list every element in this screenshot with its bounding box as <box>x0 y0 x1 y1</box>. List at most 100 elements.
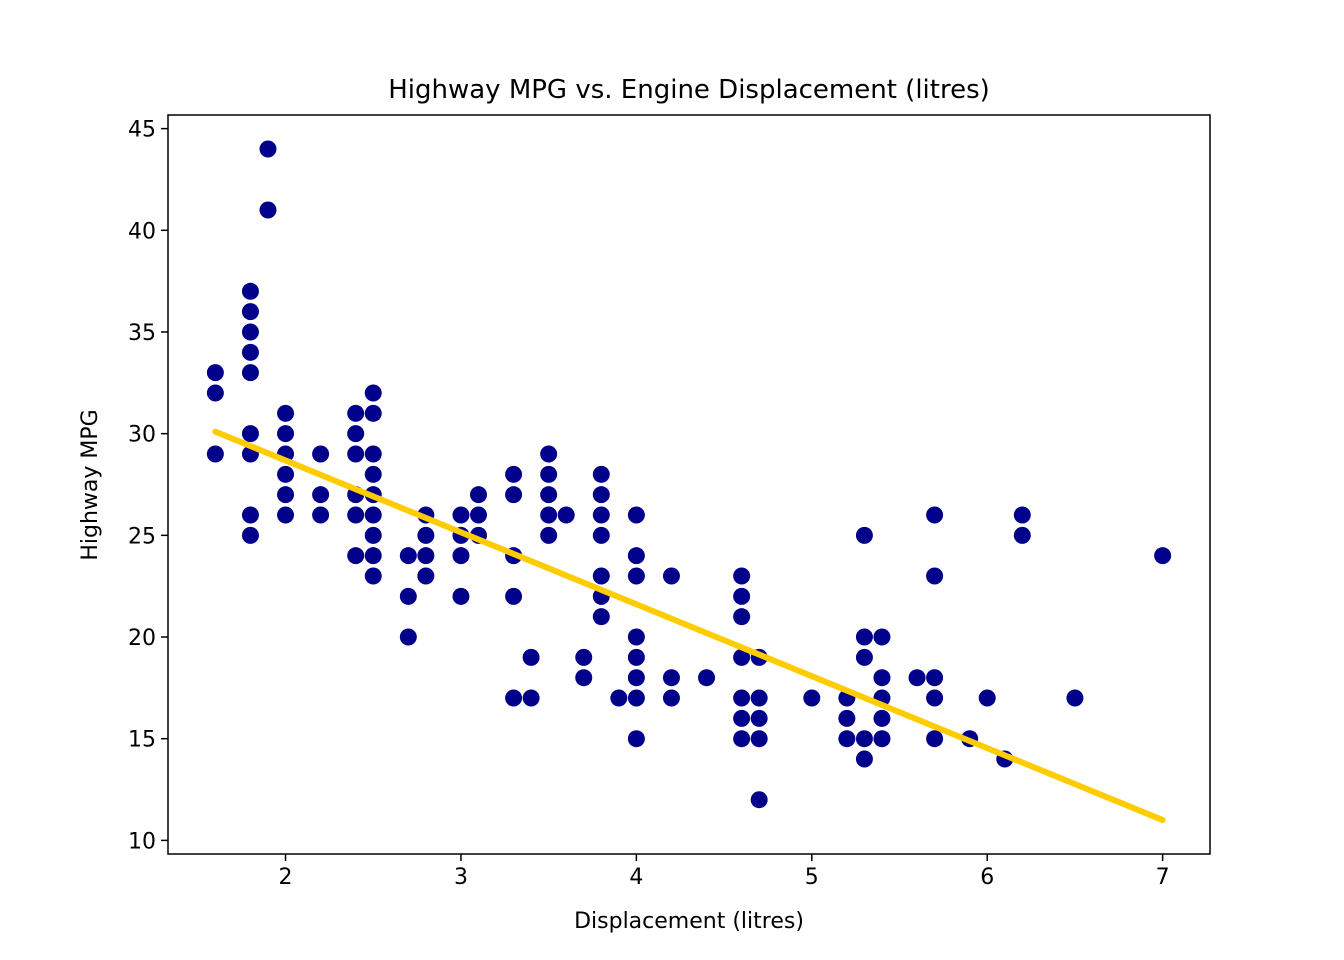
x-tick-label: 6 <box>980 865 994 890</box>
fit-line-layer <box>212 428 1166 824</box>
data-point <box>364 384 382 402</box>
data-point <box>364 445 382 463</box>
chart-title: Highway MPG vs. Engine Displacement (lit… <box>388 75 990 105</box>
data-point <box>347 445 365 463</box>
y-tick-label: 15 <box>128 728 156 753</box>
data-point <box>259 140 277 158</box>
data-point <box>364 526 382 544</box>
data-point <box>873 730 891 748</box>
data-point <box>452 506 470 524</box>
data-point <box>750 730 768 748</box>
data-point <box>241 506 259 524</box>
data-point <box>206 364 224 382</box>
plot-frame <box>167 114 1211 855</box>
data-point <box>241 364 259 382</box>
data-point <box>750 709 768 727</box>
y-tick-label: 10 <box>128 829 156 854</box>
x-tick-label: 7 <box>1156 865 1170 890</box>
data-point <box>1013 506 1031 524</box>
fit-line <box>212 428 1166 824</box>
data-point <box>855 750 873 768</box>
data-point <box>733 730 751 748</box>
data-point <box>469 486 487 504</box>
data-point <box>364 567 382 585</box>
y-axis-ticks: 10 15 20 25 30 35 40 45 <box>128 118 168 854</box>
data-point <box>505 465 523 483</box>
data-point <box>347 404 365 422</box>
y-tick-label: 20 <box>128 626 156 651</box>
data-point <box>312 506 330 524</box>
data-point <box>505 587 523 605</box>
data-point <box>347 506 365 524</box>
y-tick-label: 40 <box>128 219 156 244</box>
data-point <box>926 689 944 707</box>
data-point <box>557 506 575 524</box>
data-point <box>575 648 593 666</box>
data-point <box>838 709 856 727</box>
data-point <box>241 343 259 361</box>
data-point <box>733 608 751 626</box>
data-point <box>505 486 523 504</box>
data-point <box>540 526 558 544</box>
data-point <box>926 506 944 524</box>
data-point <box>627 547 645 565</box>
data-point <box>505 689 523 707</box>
data-point <box>926 669 944 687</box>
data-point <box>733 648 751 666</box>
data-point <box>855 628 873 646</box>
data-point <box>277 425 295 443</box>
data-point <box>627 567 645 585</box>
data-point <box>540 506 558 524</box>
data-point <box>662 669 680 687</box>
data-points <box>206 140 1172 809</box>
data-point <box>610 689 628 707</box>
x-tick-label: 2 <box>279 865 293 890</box>
data-point <box>540 486 558 504</box>
data-point <box>399 587 417 605</box>
data-point <box>750 791 768 809</box>
data-point <box>277 404 295 422</box>
data-point <box>241 425 259 443</box>
data-point <box>803 689 821 707</box>
data-point <box>733 709 751 727</box>
data-point <box>277 506 295 524</box>
data-point <box>873 709 891 727</box>
data-point <box>978 689 996 707</box>
data-point <box>469 506 487 524</box>
data-point <box>522 648 540 666</box>
data-point <box>1154 547 1172 565</box>
data-point <box>855 648 873 666</box>
data-point <box>540 445 558 463</box>
data-point <box>241 303 259 321</box>
data-point <box>312 445 330 463</box>
data-point <box>364 404 382 422</box>
data-point <box>452 547 470 565</box>
data-point <box>926 567 944 585</box>
data-point <box>206 445 224 463</box>
data-point <box>540 465 558 483</box>
data-point <box>627 669 645 687</box>
data-point <box>241 323 259 341</box>
data-point <box>908 669 926 687</box>
data-point <box>592 526 610 544</box>
data-point <box>733 587 751 605</box>
data-point <box>277 486 295 504</box>
data-point <box>277 465 295 483</box>
data-point <box>627 506 645 524</box>
data-point <box>873 628 891 646</box>
data-point <box>838 730 856 748</box>
y-tick-label: 45 <box>128 118 156 143</box>
data-point <box>750 689 768 707</box>
x-tick-label: 5 <box>805 865 819 890</box>
x-axis-ticks: 2 3 4 5 6 7 <box>279 854 1170 890</box>
x-tick-label: 3 <box>454 865 468 890</box>
data-point <box>592 506 610 524</box>
data-point <box>399 547 417 565</box>
data-point <box>592 567 610 585</box>
data-point <box>241 282 259 300</box>
data-point <box>1066 689 1084 707</box>
data-point <box>627 730 645 748</box>
data-point <box>733 689 751 707</box>
data-point <box>627 628 645 646</box>
data-point <box>592 486 610 504</box>
